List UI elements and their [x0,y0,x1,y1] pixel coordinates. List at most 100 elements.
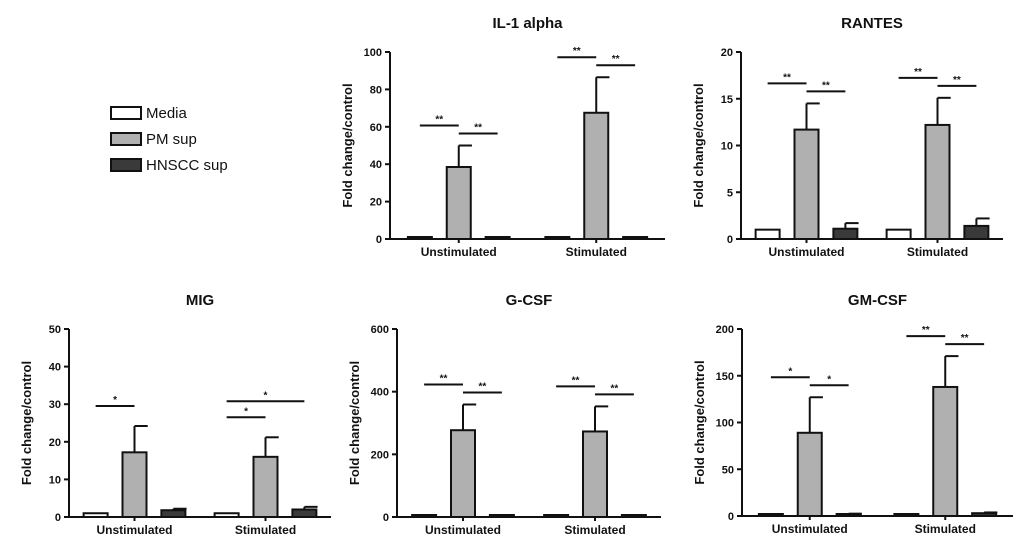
bar [924,123,951,240]
bar [754,228,781,240]
bar [82,512,109,518]
significance-label: ** [440,374,448,385]
legend-swatch-hnscc-sup [110,158,142,172]
y-tick-label: 0 [727,234,733,246]
bar [543,514,570,518]
y-tick-label: 200 [716,324,734,336]
bar [757,513,784,517]
y-tick-label: 0 [55,512,61,524]
significance-label: ** [572,375,580,386]
bar [583,111,610,240]
significance-label: ** [611,383,619,394]
bar [832,227,859,240]
legend-swatch-media [110,106,142,120]
significance-label: ** [435,115,443,126]
significance-label: ** [961,333,969,344]
x-tick-label: Unstimulated [425,523,501,537]
y-tick-label: 50 [722,464,734,476]
bar [893,513,920,517]
bar [213,512,240,518]
chart-title: RANTES [841,15,903,32]
x-tick-label: Stimulated [907,245,968,259]
bar [796,431,823,517]
significance-label: ** [783,72,791,83]
y-tick-label: 20 [721,47,733,59]
significance-label: * [827,374,831,385]
y-tick-label: 20 [370,197,382,209]
bar [445,166,472,241]
y-axis-label: Fold change/control [691,83,706,207]
y-axis-label: Fold change/control [19,361,34,485]
legend-label-media: Media [146,104,187,122]
bar [622,236,649,240]
legend-swatch-pm-sup [110,132,142,146]
y-tick-label: 0 [728,511,734,523]
bar [484,236,511,240]
y-tick-label: 600 [371,324,389,336]
bar [411,514,438,518]
y-tick-label: 50 [49,324,61,336]
bar [450,429,476,518]
chart-title: GM-CSF [848,292,907,309]
y-tick-label: 80 [370,84,382,96]
y-tick-label: 5 [727,187,733,199]
y-tick-label: 10 [49,474,61,486]
bar [971,512,998,518]
y-tick-label: 40 [370,159,382,171]
bar [963,224,990,241]
bar [582,430,608,518]
y-axis-label: Fold change/control [347,361,362,485]
bar [121,451,148,518]
y-tick-label: 15 [721,94,733,106]
bar [291,508,318,519]
significance-label: * [264,390,268,401]
significance-label: ** [612,54,620,65]
legend-label-pm-sup: PM sup [146,130,197,148]
bar [620,514,647,518]
legend-item-pm-sup: PM sup [110,126,228,152]
y-axis-label: Fold change/control [340,83,355,207]
significance-label: * [113,395,117,406]
significance-label: ** [479,382,487,393]
y-tick-label: 60 [370,122,382,134]
significance-label: ** [474,123,482,134]
y-tick-label: 150 [716,371,734,383]
y-axis-label: Fold change/control [692,360,707,484]
significance-label: * [244,406,248,417]
significance-label: ** [953,75,961,86]
bar [885,228,912,240]
significance-label: ** [573,46,581,57]
x-tick-label: Unstimulated [768,245,844,259]
significance-label: ** [822,80,830,91]
bar [932,385,959,517]
y-tick-label: 400 [371,387,389,399]
x-tick-label: Stimulated [564,523,625,537]
legend-label-hnscc-sup: HNSCC sup [146,156,228,174]
bar [488,514,515,518]
bar [252,455,279,518]
x-tick-label: Unstimulated [96,523,172,537]
chart-title: MIG [186,292,214,309]
y-tick-label: 0 [383,512,389,524]
significance-label: * [788,366,792,377]
y-tick-label: 20 [49,437,61,449]
significance-label: ** [914,67,922,78]
x-tick-label: Unstimulated [772,522,848,536]
legend-item-hnscc-sup: HNSCC sup [110,152,228,178]
y-tick-label: 30 [49,399,61,411]
legend-item-media: Media [110,100,228,126]
legend: Media PM sup HNSCC sup [110,100,228,178]
bar [406,236,433,240]
significance-label: ** [922,325,930,336]
x-tick-label: Stimulated [566,245,627,259]
bar [793,128,820,240]
y-tick-label: 0 [376,234,382,246]
y-tick-label: 40 [49,362,61,374]
bar [544,236,571,240]
chart-title: IL-1 alpha [492,15,563,32]
y-tick-label: 100 [716,418,734,430]
y-tick-label: 10 [721,141,733,153]
x-tick-label: Unstimulated [421,245,497,259]
x-tick-label: Stimulated [915,522,976,536]
